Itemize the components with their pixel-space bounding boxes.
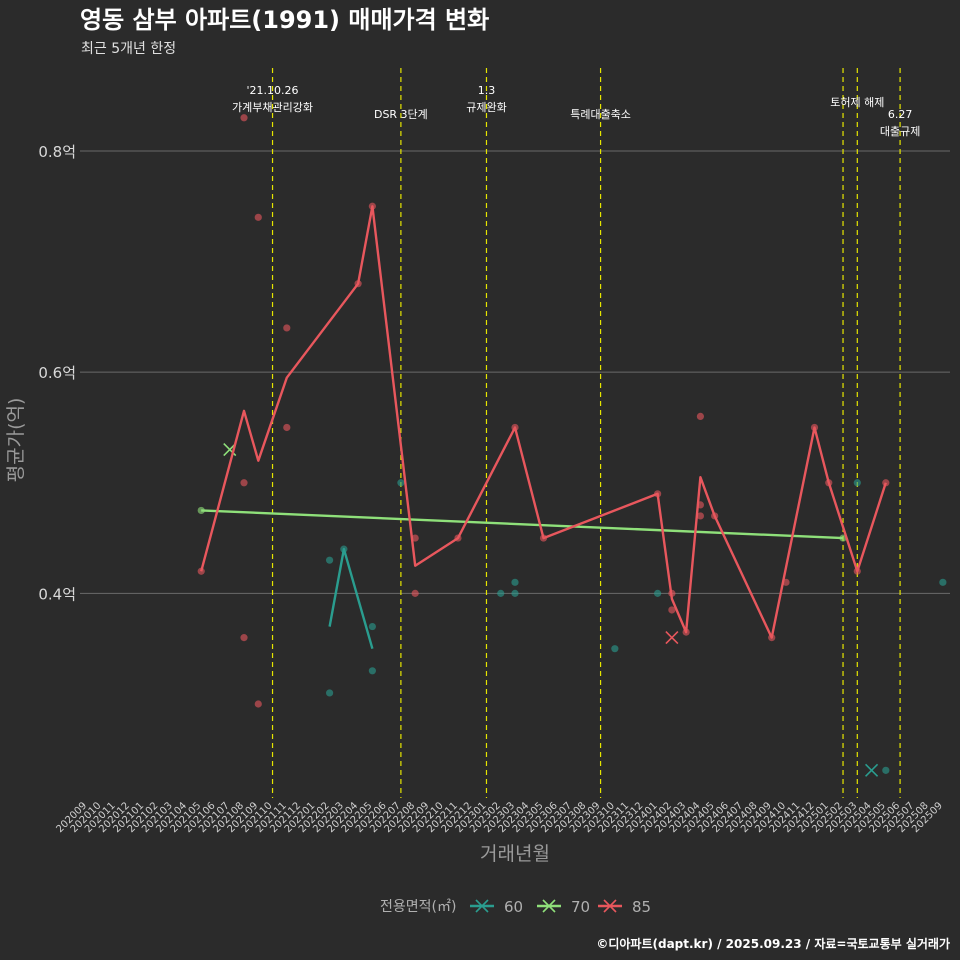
legend-item-85: 85	[598, 898, 651, 916]
policy-label: 토허제 해제	[830, 95, 884, 109]
y-axis-title: 평균가(억)	[5, 398, 27, 483]
legend-label: 70	[571, 898, 590, 916]
legend-title: 전용면적(㎡)	[380, 899, 456, 915]
policy-label: 1.3	[478, 84, 496, 97]
data-point-85	[240, 634, 248, 642]
data-point-85	[254, 700, 262, 708]
data-point-60	[368, 667, 376, 675]
data-point-85	[283, 423, 291, 432]
data-point-85	[240, 479, 248, 487]
cross-stroke	[665, 631, 679, 645]
y-tick-label: 0.8억	[38, 143, 76, 161]
policy-label: 규제완화	[466, 101, 506, 114]
cross-marker-85	[665, 631, 679, 645]
chart-subtitle: 최근 5개년 한정	[81, 41, 176, 57]
y-axis-ticks: 0.4억 0.6억 0.8억	[38, 143, 76, 603]
data-point-60	[497, 589, 505, 597]
cross-stroke	[864, 763, 879, 777]
legend-label: 60	[504, 898, 523, 916]
data-point-60	[325, 556, 334, 564]
policy-label: DSR 3단계	[374, 108, 428, 121]
y-gridlines	[80, 150, 950, 594]
legend-key-cross	[603, 899, 617, 913]
data-point-60	[325, 689, 334, 697]
legend-label: 85	[632, 898, 651, 916]
policy-label: '21.10.26	[247, 84, 299, 97]
series-line-85	[200, 205, 887, 639]
legend-key-cross	[542, 899, 556, 913]
cross-marker-60	[864, 763, 879, 777]
data-point-60	[511, 578, 519, 586]
legend: 전용면적(㎡) 60 70 85	[380, 898, 651, 916]
y-tick-label: 0.6억	[38, 364, 76, 382]
legend-item-60: 60	[470, 898, 523, 916]
data-point-85	[668, 606, 676, 614]
data-point-60	[853, 479, 861, 487]
data-point-60	[882, 766, 890, 774]
data-point-85	[696, 412, 705, 421]
x-axis-ticks: 2020092020102020112020122021012021022021…	[54, 800, 945, 835]
policy-label: 가계부채관리강화	[232, 101, 313, 114]
legend-item-70: 70	[537, 898, 590, 916]
data-point-60	[368, 622, 376, 631]
policy-label: 6.27	[888, 108, 913, 121]
policy-label: 대출규제	[880, 125, 920, 138]
data-point-60	[654, 589, 662, 597]
policy-label: 특례대출축소	[570, 108, 631, 121]
x-axis-title: 거래년월	[480, 843, 550, 865]
data-point-85	[240, 114, 248, 122]
series-line-70	[201, 509, 844, 540]
data-point-60	[397, 479, 405, 487]
data-point-85	[696, 512, 705, 520]
data-point-85	[411, 534, 419, 542]
data-point-60	[611, 645, 619, 653]
y-tick-label: 0.4억	[38, 585, 76, 603]
series-line-60	[328, 547, 374, 650]
data-point-85	[283, 324, 291, 332]
data-point-60	[511, 589, 519, 597]
data-point-85	[411, 589, 419, 597]
data-point-60	[939, 578, 947, 586]
legend-key-cross	[475, 899, 489, 913]
source-caption: ©디아파트(dapt.kr) / 2025.09.23 / 자료=국토교통부 실…	[596, 936, 950, 951]
series-layer	[197, 114, 947, 777]
chart-title: 영동 삼부 아파트(1991) 매매가격 변화	[80, 6, 489, 34]
data-point-85	[254, 213, 262, 221]
